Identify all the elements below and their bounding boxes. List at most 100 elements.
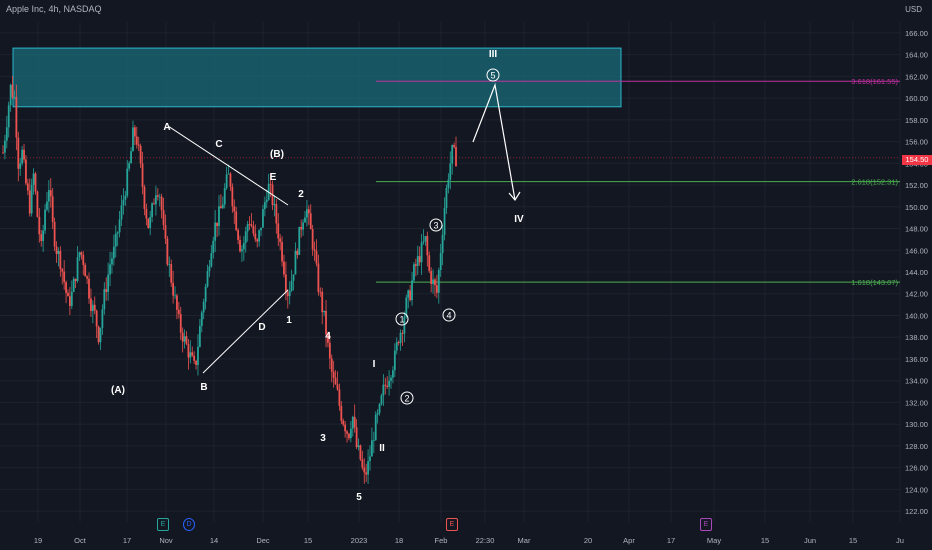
price-tick-label: 156.00: [905, 138, 928, 147]
dividend-event-icon[interactable]: D: [183, 518, 195, 531]
time-tick-label: May: [707, 536, 721, 545]
price-tick-label: 166.00: [905, 29, 928, 38]
candle-body: [107, 274, 110, 292]
candle-body: [78, 252, 81, 258]
candle-body: [160, 196, 163, 211]
candle-body: [223, 188, 226, 205]
candle-body: [283, 261, 285, 275]
price-tick-label: 140.00: [905, 311, 928, 320]
candle-body: [294, 250, 297, 275]
candle-body: [67, 292, 69, 297]
candle-body: [25, 159, 27, 184]
wave-label: II: [379, 443, 385, 454]
candle-body: [185, 336, 188, 344]
candle-body: [323, 310, 326, 313]
earnings-event-icon[interactable]: E: [446, 518, 458, 531]
price-tick-label: 132.00: [905, 398, 928, 407]
candle-body: [434, 279, 436, 286]
candle-body: [365, 472, 368, 475]
price-tick-label: 150.00: [905, 203, 928, 212]
candle-body: [277, 223, 280, 239]
candle-body: [168, 264, 171, 265]
candle-body: [139, 145, 142, 164]
candle-body: [114, 233, 117, 247]
time-tick-label: Mar: [518, 536, 531, 545]
candle-body: [151, 203, 153, 217]
candle-body: [109, 264, 111, 275]
candle-body: [325, 310, 327, 335]
wave-label: 4: [325, 331, 331, 342]
candle-body: [158, 196, 161, 198]
price-tick-label: 134.00: [905, 377, 928, 386]
candle-body: [130, 151, 132, 164]
candle-body: [49, 190, 52, 197]
candle-body: [250, 224, 253, 227]
candle-body: [13, 96, 16, 98]
candle-body: [172, 282, 175, 296]
wave-circle: [429, 218, 443, 232]
candle-body: [392, 370, 394, 378]
candle-body: [384, 384, 387, 386]
candle-body: [403, 316, 406, 334]
candle-body: [202, 301, 205, 313]
price-tick-label: 126.00: [905, 464, 928, 473]
candle-body: [219, 206, 222, 209]
last-price-tag: 154.50: [902, 155, 932, 165]
candle-body: [361, 459, 364, 468]
candle-body: [449, 163, 452, 180]
chart-grid: [0, 22, 901, 522]
candle-body: [321, 291, 324, 313]
candle-body: [118, 219, 121, 233]
candle-body: [32, 173, 35, 185]
candle-body: [414, 264, 417, 266]
candle-body: [344, 424, 347, 432]
candle-body: [256, 239, 259, 242]
candle-body: [281, 242, 283, 262]
candle-body: [126, 168, 129, 196]
candle-body: [292, 274, 295, 281]
candle-body: [441, 234, 444, 254]
candle-body: [111, 258, 113, 265]
candle-body: [262, 209, 264, 228]
price-tick-label: 158.00: [905, 116, 928, 125]
candle-body: [348, 433, 350, 439]
candle-body: [313, 249, 316, 251]
candle-body: [386, 385, 389, 387]
candle-body: [260, 227, 262, 231]
candle-body: [174, 295, 176, 297]
wave-label: 4: [446, 311, 451, 321]
candle-body: [2, 152, 4, 154]
candle-body: [225, 174, 228, 189]
candle-body: [74, 278, 77, 282]
candle-body: [246, 224, 249, 232]
candle-body: [369, 456, 371, 462]
wave-label: III: [489, 49, 498, 60]
candle-body: [4, 140, 6, 153]
fib-level-label: 1.618(143.07): [851, 278, 898, 287]
time-tick-label: Feb: [435, 536, 448, 545]
earnings-event-icon[interactable]: E: [157, 518, 169, 531]
chart-title: Apple Inc, 4h, NASDAQ: [6, 4, 102, 14]
candle-body: [206, 271, 209, 287]
candle-body: [319, 291, 322, 293]
candle-body: [51, 196, 54, 222]
earnings-event-icon[interactable]: E: [700, 518, 712, 531]
candle-body: [221, 204, 224, 209]
candle-body: [336, 384, 339, 390]
wave-label: 1: [286, 315, 292, 326]
candle-body: [382, 384, 385, 396]
candle-body: [233, 206, 236, 212]
candle-body: [82, 254, 85, 265]
candle-body: [30, 184, 33, 214]
candle-body: [156, 195, 159, 197]
candle-body: [198, 326, 201, 347]
candle-body: [124, 195, 127, 200]
candle-body: [204, 286, 207, 302]
candle-body: [334, 377, 337, 385]
candle-body: [122, 199, 125, 206]
candle-body: [298, 226, 301, 255]
time-tick-label: Nov: [159, 536, 173, 545]
time-tick-label: 17: [667, 536, 675, 545]
